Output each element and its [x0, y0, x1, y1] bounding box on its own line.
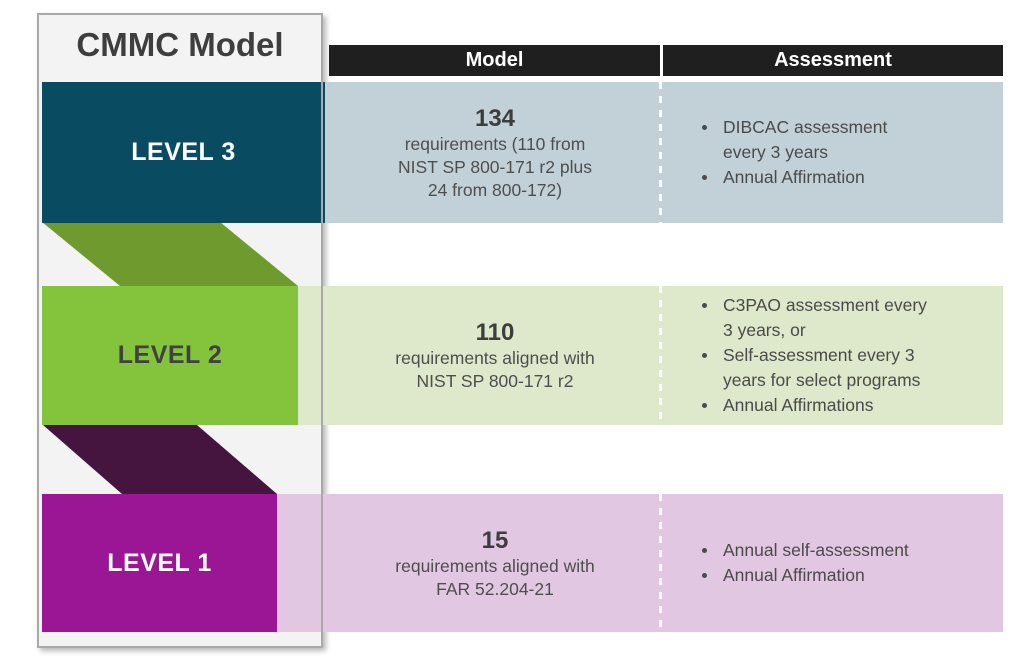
bullet-icon	[699, 538, 723, 563]
bullet-icon	[699, 343, 723, 393]
bullet-icon	[699, 563, 723, 588]
header-assessment-label: Assessment	[774, 49, 892, 71]
list-item: Self-assessment every 3 years for select…	[699, 343, 1003, 393]
assessment-item-text: Self-assessment every 3 years for select…	[723, 345, 921, 390]
list-item: Annual Affirmation	[699, 165, 1003, 190]
level2-row-band	[298, 286, 1003, 425]
level1-label: LEVEL 1	[107, 548, 212, 577]
level1-requirement-description: requirements aligned with FAR 52.204-21	[395, 555, 595, 599]
assessment-item-text: Annual Affirmation	[723, 167, 865, 187]
column-header-assessment: Assessment	[663, 45, 1003, 76]
list-item: Annual Affirmations	[699, 393, 1003, 418]
level1-assessment-list: Annual self-assessment Annual Affirmatio…	[663, 538, 1003, 588]
level1-requirement-count: 15	[481, 526, 509, 554]
level3-assessment-list: DIBCAC assessment every 3 years Annual A…	[663, 115, 1003, 190]
level3-requirement-description: requirements (110 from NIST SP 800-171 r…	[398, 133, 592, 200]
level3-model-cell: 134 requirements (110 from NIST SP 800-1…	[330, 82, 660, 223]
list-item: Annual Affirmation	[699, 563, 1003, 588]
assessment-item-text: C3PAO assessment every 3 years, or	[723, 295, 927, 340]
level1-row-band	[277, 494, 1003, 632]
list-item: Annual self-assessment	[699, 538, 1003, 563]
level1-column-divider	[659, 494, 662, 632]
assessment-item-text: DIBCAC assessment every 3 years	[723, 117, 888, 162]
panel-title: CMMC Model	[76, 26, 284, 63]
bullet-icon	[699, 293, 723, 343]
assessment-item-text: Annual Affirmations	[723, 395, 874, 415]
level1-assessment-cell: Annual self-assessment Annual Affirmatio…	[663, 494, 1003, 632]
level2-assessment-cell: C3PAO assessment every 3 years, or Self-…	[663, 286, 1003, 425]
bullet-icon	[699, 115, 723, 165]
level3-label: LEVEL 3	[131, 138, 236, 166]
level3-column-divider	[659, 82, 662, 223]
bullet-icon	[699, 165, 723, 190]
header-model-label: Model	[465, 49, 524, 71]
level2-assessment-list: C3PAO assessment every 3 years, or Self-…	[663, 293, 1003, 418]
list-item: C3PAO assessment every 3 years, or	[699, 293, 1003, 343]
bullet-icon	[699, 393, 723, 418]
level2-requirement-description: requirements aligned with NIST SP 800-17…	[395, 348, 595, 391]
level2-column-divider	[659, 286, 662, 425]
assessment-item-text: Annual self-assessment	[723, 540, 909, 560]
level3-assessment-cell: DIBCAC assessment every 3 years Annual A…	[663, 82, 1003, 223]
level2-box: LEVEL 2	[42, 286, 298, 425]
level2-label: LEVEL 2	[117, 341, 223, 369]
column-header-model: Model	[329, 45, 660, 76]
level2-requirement-count: 110	[475, 319, 515, 346]
level3-box: LEVEL 3	[42, 82, 325, 223]
assessment-item-text: Annual Affirmation	[723, 565, 865, 585]
level1-box: LEVEL 1	[42, 494, 277, 632]
level1-model-cell: 15 requirements aligned with FAR 52.204-…	[330, 494, 660, 632]
level2-model-cell: 110 requirements aligned with NIST SP 80…	[330, 286, 660, 425]
level3-requirement-count: 134	[474, 104, 516, 132]
list-item: DIBCAC assessment every 3 years	[699, 115, 1003, 165]
level3-row-band	[325, 82, 1003, 223]
